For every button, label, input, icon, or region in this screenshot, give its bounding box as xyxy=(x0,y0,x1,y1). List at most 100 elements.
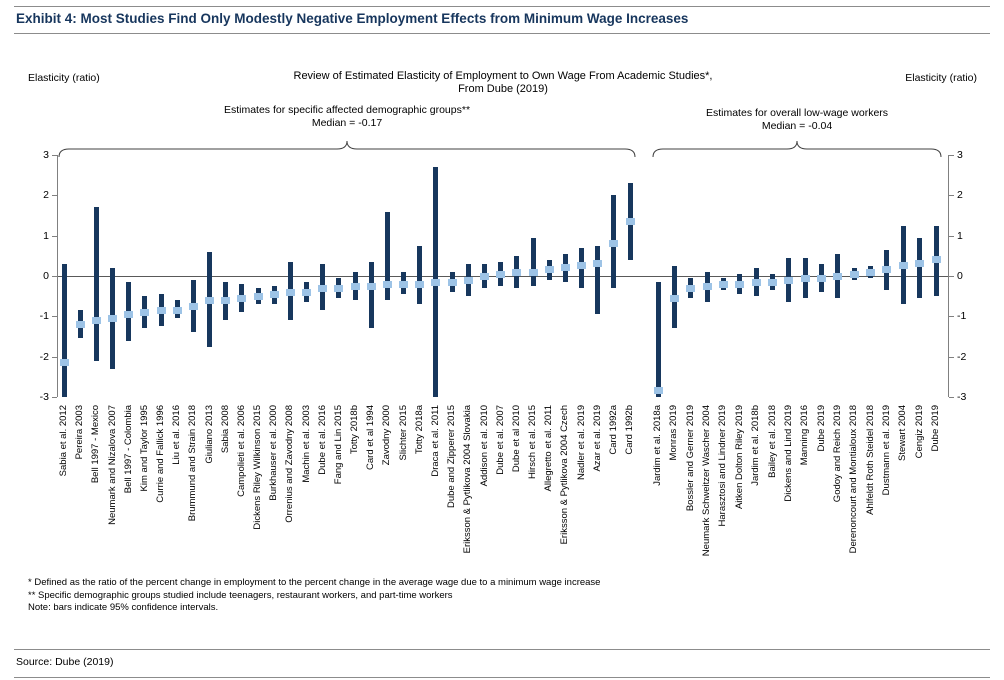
y-tick-right xyxy=(949,195,954,196)
study-label: Dube et al. 2016 xyxy=(316,405,328,475)
y-axis-unit-label-right: Elasticity (ratio) xyxy=(905,72,977,84)
point-estimate-marker xyxy=(156,306,166,314)
point-estimate-marker xyxy=(447,278,457,286)
point-estimate-marker xyxy=(496,270,506,278)
footnote-2: ** Specific demographic groups studied i… xyxy=(28,589,453,601)
study-label: Monras 2019 xyxy=(668,405,680,461)
point-estimate-marker xyxy=(480,272,489,280)
study-label: Aitken Dolton Riley 2019 xyxy=(733,405,745,510)
y-axis-line-right xyxy=(948,155,949,397)
study-label: Dickens and Lind 2019 xyxy=(782,405,794,502)
point-estimate-marker xyxy=(849,270,859,278)
study-label: Machin et al. 2003 xyxy=(300,405,312,483)
study-label: Dube 2019 xyxy=(815,405,827,452)
study-label: Eriksson & Pytlikova 2004 Slovakia xyxy=(462,405,474,554)
point-estimate-marker xyxy=(91,316,101,324)
group1-label: Estimates for specific affected demograp… xyxy=(147,104,547,130)
y-tick-label-left: 3 xyxy=(43,149,49,161)
study-label: Eriksson & Pytlikova 2004 Czech xyxy=(559,405,571,545)
study-label: Sabia 2008 xyxy=(219,405,231,454)
study-label: Brummund and Strain 2018 xyxy=(187,405,199,522)
y-tick-right xyxy=(949,357,954,358)
exhibit-title: Exhibit 4: Most Studies Find Only Modest… xyxy=(16,11,689,26)
point-estimate-marker xyxy=(898,262,908,270)
study-label: Ahlfeldt Roth Steidel 2018 xyxy=(864,405,876,515)
y-axis-unit-label-left: Elasticity (ratio) xyxy=(28,72,100,84)
point-estimate-marker xyxy=(188,302,198,310)
study-label: Card 1992a xyxy=(607,405,619,455)
point-estimate-marker xyxy=(334,284,344,292)
point-estimate-marker xyxy=(124,310,134,318)
y-tick-label-right: 0 xyxy=(957,270,963,282)
point-estimate-marker xyxy=(285,288,295,296)
study-label: Allegretto et al. 2011 xyxy=(543,405,555,492)
study-label: Manning 2016 xyxy=(799,405,811,466)
ci-bar xyxy=(655,282,661,397)
point-estimate-marker xyxy=(686,284,696,292)
group2-label: Estimates for overall low-wage workers M… xyxy=(597,107,997,133)
study-label: Jardim et al. 2018a xyxy=(652,405,663,486)
study-label: Azar et al. 2019 xyxy=(591,405,603,472)
ci-bar xyxy=(417,245,423,305)
y-tick-right xyxy=(949,397,954,398)
y-tick-label-right: -2 xyxy=(957,351,967,363)
study-label: Campolieti et al. 2006 xyxy=(235,405,247,497)
study-label: Jardim et al. 2018b xyxy=(750,405,762,486)
point-estimate-marker xyxy=(75,320,85,328)
y-tick-left xyxy=(52,357,57,358)
y-tick-left xyxy=(52,276,57,277)
point-estimate-marker xyxy=(866,268,876,276)
y-tick-label-left: 0 xyxy=(43,270,49,282)
study-label: Currie and Fallick 1996 xyxy=(155,405,166,503)
point-estimate-marker xyxy=(382,280,392,288)
point-estimate-marker xyxy=(625,218,635,226)
study-label: Sabia et al. 2012 xyxy=(58,405,69,477)
point-estimate-marker xyxy=(415,280,425,288)
study-label: Bailey et al. 2018 xyxy=(766,405,778,478)
y-tick-label-right: 2 xyxy=(957,189,963,201)
study-label: Card et al 1994 xyxy=(365,405,377,470)
point-estimate-marker xyxy=(669,294,679,302)
footer-top-rule xyxy=(14,649,990,650)
point-estimate-marker xyxy=(577,262,586,270)
study-label: Addison et al. 2010 xyxy=(478,405,490,487)
point-estimate-marker xyxy=(221,296,231,304)
point-estimate-marker xyxy=(512,268,522,276)
point-estimate-marker xyxy=(735,280,745,288)
ci-bar xyxy=(530,237,536,287)
study-label: Nadler et al. 2019 xyxy=(575,405,587,480)
title-underline-rule xyxy=(14,33,990,34)
ci-bar xyxy=(917,237,923,299)
study-label: Cengiz 2019 xyxy=(913,405,925,459)
study-label: Dustmann et al. 2019 xyxy=(880,405,892,496)
study-label: Pereira 2003 xyxy=(74,405,86,460)
point-estimate-marker xyxy=(882,266,892,274)
y-tick-left xyxy=(52,316,57,317)
study-label: Dube et al. 2007 xyxy=(494,405,506,475)
point-estimate-marker xyxy=(528,268,538,276)
point-estimate-marker xyxy=(593,260,603,268)
point-estimate-marker xyxy=(140,308,150,316)
point-estimate-marker xyxy=(653,387,663,395)
point-estimate-marker xyxy=(399,280,409,288)
study-label: Slichter 2015 xyxy=(397,405,409,461)
study-label: Burkhauser et al. 2000 xyxy=(268,405,280,501)
y-tick-label-left: 1 xyxy=(43,230,49,242)
study-label: Neumark and Nizalova 2007 xyxy=(106,405,118,525)
point-estimate-marker xyxy=(463,276,473,284)
study-label: Orrenius and Zavodny 2008 xyxy=(284,405,296,523)
study-label: Godoy and Reich 2019 xyxy=(831,405,843,503)
y-tick-label-right: 3 xyxy=(957,149,963,161)
y-tick-left xyxy=(52,397,57,398)
study-label: Bossler and Gerner 2019 xyxy=(684,405,696,512)
footnotes: * Defined as the ratio of the percent ch… xyxy=(28,577,600,615)
group2-median-label: Median = -0.04 xyxy=(761,120,833,132)
point-estimate-marker xyxy=(833,272,843,280)
group1-label-text: Estimates for specific affected demograp… xyxy=(223,104,471,116)
point-estimate-marker xyxy=(609,240,619,248)
point-estimate-marker xyxy=(768,278,777,286)
y-tick-right xyxy=(949,155,954,156)
point-estimate-marker xyxy=(350,282,360,290)
point-estimate-marker xyxy=(800,274,810,282)
